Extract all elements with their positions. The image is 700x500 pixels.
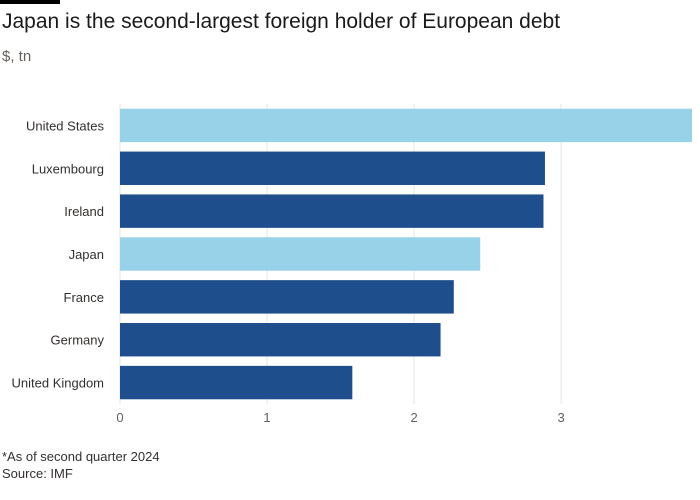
footnote: *As of second quarter 2024 <box>2 449 160 464</box>
category-label: United Kingdom <box>12 376 105 391</box>
category-label: United States <box>26 118 105 133</box>
top-rule <box>0 0 60 4</box>
bar <box>120 323 441 357</box>
x-tick-label: 3 <box>558 410 565 425</box>
category-label: France <box>64 290 104 305</box>
bar <box>120 108 692 143</box>
bar <box>120 365 353 400</box>
category-label: Ireland <box>64 204 104 219</box>
chart-subtitle: $, tn <box>2 48 32 65</box>
category-label: Luxembourg <box>32 161 104 176</box>
bar <box>120 151 545 185</box>
source-note: Source: IMF <box>2 466 73 481</box>
chart-title: Japan is the second-largest foreign hold… <box>2 10 561 33</box>
bar <box>120 237 481 271</box>
x-tick-label: 2 <box>410 410 417 425</box>
x-tick-label: 0 <box>116 410 123 425</box>
x-tick-label: 1 <box>263 410 270 425</box>
bar <box>120 194 544 228</box>
bar <box>120 280 454 314</box>
category-label: Germany <box>51 333 105 348</box>
category-label: Japan <box>69 247 104 262</box>
